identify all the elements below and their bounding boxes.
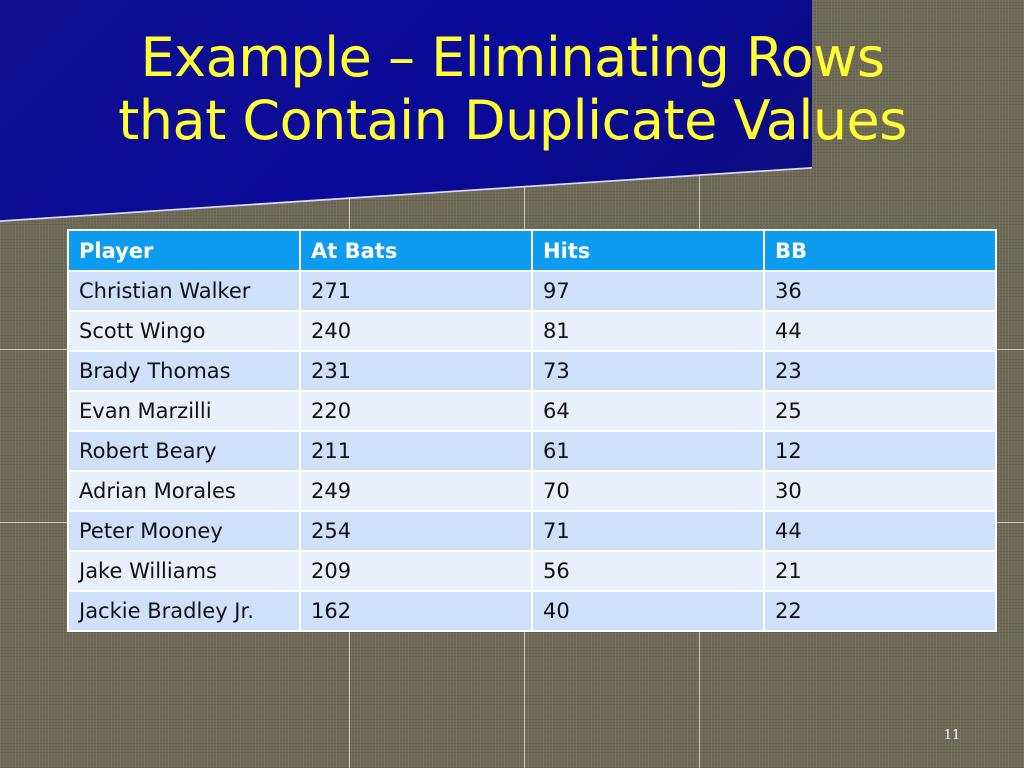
column-header-at-bats: At Bats (299, 229, 533, 272)
slide-title-line-1: Example – Eliminating Rows (140, 26, 885, 89)
cell-player: Scott Wingo (67, 310, 301, 352)
table-row: Adrian Morales 249 70 30 (67, 470, 997, 512)
cell-bb: 44 (763, 310, 997, 352)
cell-hits: 73 (531, 350, 765, 392)
cell-hits: 61 (531, 430, 765, 472)
cell-bb: 22 (763, 590, 997, 632)
cell-player: Jackie Bradley Jr. (67, 590, 301, 632)
column-header-bb: BB (763, 229, 997, 272)
cell-at-bats: 254 (299, 510, 533, 552)
table-row: Evan Marzilli 220 64 25 (67, 390, 997, 432)
cell-hits: 56 (531, 550, 765, 592)
cell-hits: 71 (531, 510, 765, 552)
cell-player: Jake Williams (67, 550, 301, 592)
cell-player: Adrian Morales (67, 470, 301, 512)
cell-hits: 64 (531, 390, 765, 432)
table-row: Scott Wingo 240 81 44 (67, 310, 997, 352)
cell-bb: 23 (763, 350, 997, 392)
table-header-row: Player At Bats Hits BB (67, 229, 997, 272)
cell-hits: 97 (531, 270, 765, 312)
cell-player: Robert Beary (67, 430, 301, 472)
cell-hits: 40 (531, 590, 765, 632)
cell-hits: 81 (531, 310, 765, 352)
cell-at-bats: 162 (299, 590, 533, 632)
slide-title: Example – Eliminating Rows that Contain … (60, 26, 965, 152)
cell-bb: 36 (763, 270, 997, 312)
cell-at-bats: 249 (299, 470, 533, 512)
cell-player: Peter Mooney (67, 510, 301, 552)
cell-bb: 30 (763, 470, 997, 512)
cell-hits: 70 (531, 470, 765, 512)
cell-at-bats: 240 (299, 310, 533, 352)
cell-bb: 25 (763, 390, 997, 432)
cell-player: Brady Thomas (67, 350, 301, 392)
cell-at-bats: 220 (299, 390, 533, 432)
table-row: Brady Thomas 231 73 23 (67, 350, 997, 392)
table-row: Robert Beary 211 61 12 (67, 430, 997, 472)
cell-at-bats: 231 (299, 350, 533, 392)
slide-title-line-2: that Contain Duplicate Values (118, 89, 907, 152)
cell-player: Christian Walker (67, 270, 301, 312)
table-row: Jackie Bradley Jr. 162 40 22 (67, 590, 997, 632)
cell-at-bats: 209 (299, 550, 533, 592)
player-stats-table: Player At Bats Hits BB Christian Walker … (67, 229, 997, 632)
table-row: Peter Mooney 254 71 44 (67, 510, 997, 552)
cell-bb: 12 (763, 430, 997, 472)
cell-at-bats: 271 (299, 270, 533, 312)
column-header-hits: Hits (531, 229, 765, 272)
page-number: 11 (943, 728, 961, 743)
cell-player: Evan Marzilli (67, 390, 301, 432)
table-row: Jake Williams 209 56 21 (67, 550, 997, 592)
table-row: Christian Walker 271 97 36 (67, 270, 997, 312)
cell-bb: 21 (763, 550, 997, 592)
column-header-player: Player (67, 229, 301, 272)
cell-at-bats: 211 (299, 430, 533, 472)
cell-bb: 44 (763, 510, 997, 552)
